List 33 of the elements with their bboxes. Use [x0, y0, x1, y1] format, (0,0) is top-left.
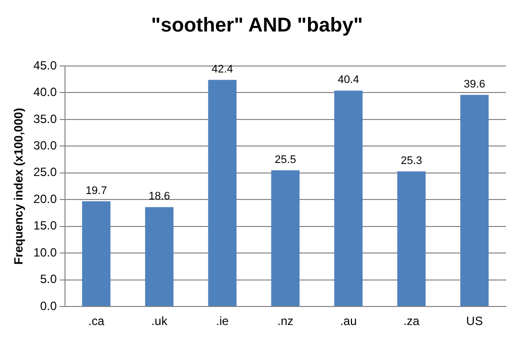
y-tick-label: 25.0 — [33, 165, 58, 180]
bar — [208, 80, 237, 306]
data-label: 25.5 — [274, 154, 296, 166]
y-tick-label: 5.0 — [40, 272, 58, 286]
y-tick-label: 10.0 — [33, 245, 58, 260]
x-tick-label: .au — [340, 314, 357, 328]
y-tick-label: 20.0 — [33, 192, 58, 206]
bar — [271, 170, 300, 306]
y-tick-label: 30.0 — [33, 138, 58, 153]
y-tick-label: 35.0 — [33, 112, 58, 126]
y-tick-label: 45.0 — [33, 58, 58, 72]
data-label: 19.7 — [86, 184, 107, 197]
y-tick-label: 0.0 — [40, 298, 58, 313]
x-tick-label: .uk — [151, 314, 168, 328]
bar — [460, 94, 489, 306]
bar — [334, 90, 363, 306]
y-tick-label: 15.0 — [33, 218, 58, 233]
x-tick-label: .ie — [216, 314, 229, 328]
data-label: 42.4 — [212, 63, 234, 76]
y-axis-title: Frequency index (x100,000) — [12, 108, 26, 265]
x-tick-label: .za — [403, 314, 420, 328]
data-label: 40.4 — [338, 74, 360, 86]
bar — [82, 201, 110, 306]
bar — [145, 207, 174, 306]
data-label: 39.6 — [464, 78, 486, 90]
bar — [397, 171, 426, 306]
data-label: 18.6 — [148, 190, 170, 203]
chart-title: "soother" AND "baby" — [151, 14, 363, 37]
x-tick-label: .nz — [277, 314, 294, 328]
y-tick-label: 40.0 — [33, 85, 58, 100]
x-tick-label: .ca — [88, 314, 105, 328]
x-tick-label: US — [466, 314, 483, 328]
data-label: 25.3 — [400, 154, 422, 167]
